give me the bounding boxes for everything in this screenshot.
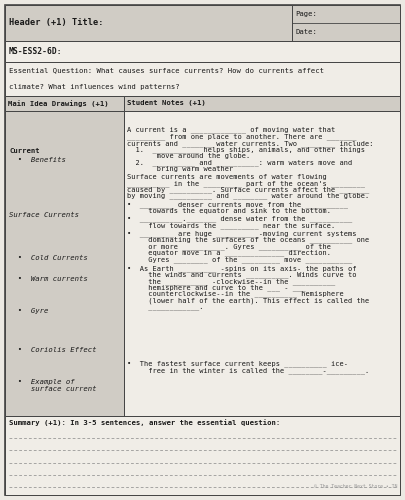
Text: Student Notes (+1): Student Notes (+1) — [127, 100, 206, 106]
Text: Gyres ________ of the _________ move ___________: Gyres ________ of the _________ move ___… — [127, 256, 352, 262]
Bar — [5, 96, 124, 111]
Text: Surface Currents: Surface Currents — [9, 212, 79, 218]
Text: •  Example of: • Example of — [9, 378, 75, 384]
Bar — [124, 96, 400, 111]
Bar — [5, 62, 400, 96]
Text: •  As Earth _________ -spins on its axis- the paths of: • As Earth _________ -spins on its axis-… — [127, 265, 356, 272]
Text: bring warm weather: bring warm weather — [127, 166, 233, 172]
Text: _________ from one place to another. There are _______: _________ from one place to another. The… — [127, 134, 356, 140]
Text: •  ________ are huge __________-moving current systems: • ________ are huge __________-moving cu… — [127, 230, 356, 237]
Text: __________ in the _________ part of the ocean's ________: __________ in the _________ part of the … — [127, 180, 365, 186]
Text: •  Gyre: • Gyre — [9, 308, 48, 314]
Text: MS-ESS2-6D:: MS-ESS2-6D: — [9, 47, 63, 56]
Text: (lower half of the earth). This effect is called the: (lower half of the earth). This effect i… — [127, 297, 369, 304]
Text: flow towards the _________ near the surface.: flow towards the _________ near the surf… — [127, 222, 335, 228]
Text: •  Cold Currents: • Cold Currents — [9, 255, 88, 261]
Bar — [5, 5, 292, 41]
Text: Current: Current — [9, 148, 40, 154]
Text: •  Warm currents: • Warm currents — [9, 276, 88, 282]
Text: ____________.: ____________. — [127, 304, 203, 310]
Text: •  Coriolis Effect: • Coriolis Effect — [9, 346, 96, 352]
Text: A current is a _____________ of moving water that: A current is a _____________ of moving w… — [127, 126, 335, 133]
Text: •  Benefits: • Benefits — [9, 157, 66, 163]
Text: equator move in a ______________ direction.: equator move in a ______________ directi… — [127, 250, 331, 256]
Text: or more __________. Gyres __________ of the: or more __________. Gyres __________ of … — [127, 243, 331, 250]
Text: the winds and currents __________. Winds curve to: the winds and currents __________. Winds… — [127, 272, 356, 278]
Text: 2.  __________ and __________: warm waters move and: 2. __________ and __________: warm water… — [127, 160, 352, 166]
Bar — [124, 111, 400, 416]
Bar — [5, 111, 124, 416]
Text: free in the winter is called the ________-_________.: free in the winter is called the _______… — [127, 367, 369, 374]
Text: Main Idea Drawings (+1): Main Idea Drawings (+1) — [8, 100, 109, 107]
Text: towards the equator and sink to the bottom.: towards the equator and sink to the bott… — [127, 208, 331, 214]
Text: © The Teacher Next Store • TN: © The Teacher Next Store • TN — [313, 484, 397, 489]
Text: hemisphere and curve to the ___ - ___: hemisphere and curve to the ___ - ___ — [127, 284, 305, 291]
Text: caused by __________. Surface currents affect the _______: caused by __________. Surface currents a… — [127, 186, 369, 193]
Bar — [5, 416, 400, 495]
Text: •  __________._______ dense water from the __________: • __________._______ dense water from th… — [127, 216, 352, 222]
Bar — [5, 41, 400, 62]
Text: •  The fastest surface current keeps __________ ice-: • The fastest surface current keeps ____… — [127, 361, 348, 368]
Text: Summary (+1): In 3-5 sentences, answer the essential question:: Summary (+1): In 3-5 sentences, answer t… — [9, 420, 280, 426]
Text: dominating the surfaces of the oceans __________ one: dominating the surfaces of the oceans __… — [127, 236, 369, 244]
Bar — [292, 5, 400, 41]
Text: Surface currents are movements of water flowing: Surface currents are movements of water … — [127, 174, 327, 180]
Text: surface current: surface current — [9, 386, 96, 392]
Text: Page:: Page: — [295, 11, 317, 17]
Text: counterclockwise--in the __________ hemisphere: counterclockwise--in the __________ hemi… — [127, 290, 344, 298]
Text: move around the globe.: move around the globe. — [127, 153, 250, 159]
Text: climate? What influences wind patterns?: climate? What influences wind patterns? — [9, 84, 180, 90]
Text: currents and _______ water currents. Two ________ include:: currents and _______ water currents. Two… — [127, 140, 373, 146]
Text: •  ________ denser currents move from the __________: • ________ denser currents move from the… — [127, 201, 348, 207]
Text: Header (+1) Title:: Header (+1) Title: — [9, 18, 104, 28]
Text: the __________ -clockwise--in the __________: the __________ -clockwise--in the ______… — [127, 278, 335, 284]
Text: Date:: Date: — [295, 29, 317, 35]
Text: Essential Question: What causes surface currents? How do currents affect: Essential Question: What causes surface … — [9, 68, 324, 73]
Text: by moving __________ and ________ water around the globe.: by moving __________ and ________ water … — [127, 193, 369, 200]
Text: 1.  ___________ helps ships, animals, and other things: 1. ___________ helps ships, animals, and… — [127, 146, 365, 154]
